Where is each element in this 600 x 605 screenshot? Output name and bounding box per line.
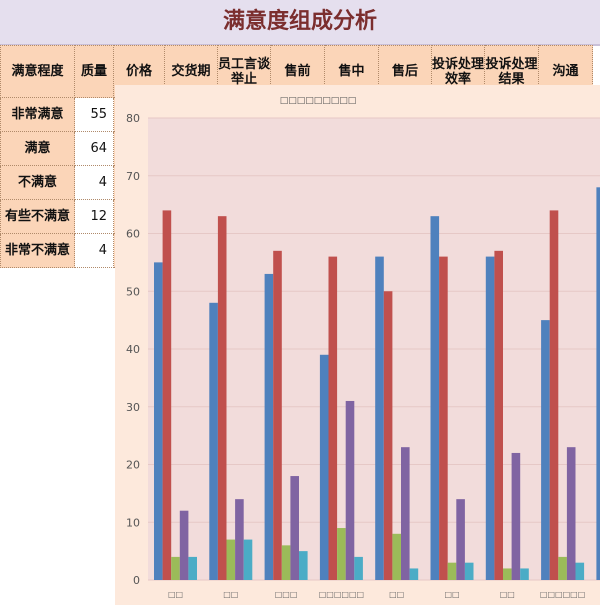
bar[interactable] (354, 556, 363, 580)
y-tick-label: 70 (126, 170, 140, 183)
bar[interactable] (456, 499, 465, 580)
x-tick-label: □□ (223, 590, 238, 599)
bar[interactable] (566, 447, 576, 580)
y-tick-label: 80 (126, 112, 140, 125)
bar[interactable] (511, 452, 521, 580)
bar[interactable] (596, 187, 600, 581)
row-label[interactable]: 非常不满意 (0, 233, 75, 268)
chart-title: □□□□□□□□□ (280, 96, 357, 106)
bar[interactable] (171, 556, 180, 580)
bar[interactable] (226, 539, 236, 580)
bar[interactable] (328, 256, 338, 580)
bar[interactable] (319, 354, 329, 580)
cell-value[interactable]: 4 (74, 165, 114, 200)
y-tick-label: 40 (126, 343, 140, 356)
bar[interactable] (209, 302, 218, 580)
x-tick-label: □□ (168, 590, 183, 599)
bar[interactable] (392, 533, 401, 580)
bar[interactable] (179, 510, 189, 580)
cell-value[interactable]: 12 (74, 199, 114, 234)
bar[interactable] (162, 210, 172, 580)
cell-value[interactable]: 55 (74, 97, 114, 132)
bar[interactable] (188, 556, 197, 580)
bar[interactable] (401, 447, 410, 580)
y-tick-label: 20 (126, 459, 140, 472)
sheet-title: 满意度组成分析 (0, 0, 600, 46)
bar[interactable] (447, 562, 457, 580)
bar[interactable] (409, 568, 419, 580)
bar[interactable] (299, 551, 308, 580)
bar[interactable] (503, 568, 512, 580)
cell-value[interactable]: 64 (74, 131, 114, 166)
bar[interactable] (345, 400, 355, 580)
bar[interactable] (494, 250, 503, 580)
bar[interactable] (281, 545, 291, 580)
y-tick-label: 0 (133, 574, 140, 587)
row-label[interactable]: 不满意 (0, 165, 75, 200)
bar[interactable] (541, 320, 550, 580)
bar[interactable] (558, 556, 567, 580)
bar[interactable] (520, 568, 529, 580)
bar[interactable] (235, 499, 244, 580)
x-tick-label: □□ (389, 590, 404, 599)
cell-value[interactable]: 4 (74, 233, 114, 268)
bar[interactable] (383, 291, 393, 580)
x-tick-label: □□□□□□ (540, 590, 585, 599)
bar[interactable] (264, 273, 274, 580)
bar[interactable] (575, 562, 585, 580)
row-label[interactable]: 非常满意 (0, 97, 75, 132)
bar[interactable] (439, 256, 448, 580)
row-label[interactable]: 有些不满意 (0, 199, 75, 234)
x-tick-label: □□ (444, 590, 459, 599)
column-header[interactable]: 质量 (74, 45, 114, 98)
bar[interactable] (549, 210, 559, 580)
x-tick-label: □□□□□□ (319, 590, 364, 599)
column-header[interactable]: 满意程度 (0, 45, 75, 98)
bar[interactable] (217, 216, 227, 581)
y-tick-label: 10 (126, 516, 140, 529)
bar[interactable] (430, 216, 440, 581)
x-tick-label: □□□ (275, 590, 298, 599)
bar[interactable] (154, 262, 163, 580)
bar[interactable] (290, 476, 299, 580)
x-tick-label: □□ (500, 590, 515, 599)
bar[interactable] (273, 250, 282, 580)
bar[interactable] (464, 562, 474, 580)
row-label[interactable]: 满意 (0, 131, 75, 166)
bar[interactable] (485, 256, 495, 580)
y-tick-label: 30 (126, 401, 140, 414)
bar[interactable] (375, 256, 384, 580)
bar[interactable] (337, 528, 346, 580)
y-tick-label: 60 (126, 228, 140, 241)
y-tick-label: 50 (126, 285, 140, 298)
bar[interactable] (243, 539, 253, 580)
